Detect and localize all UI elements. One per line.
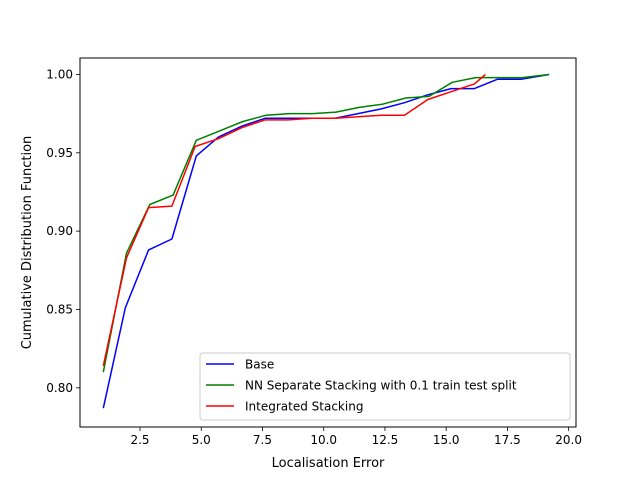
- x-tick-label: 7.5: [253, 433, 272, 447]
- legend-label-0: Base: [245, 358, 274, 372]
- x-tick-label: 10.0: [310, 433, 337, 447]
- y-tick-label: 0.80: [46, 381, 73, 395]
- y-tick-label: 0.95: [46, 146, 73, 160]
- x-tick-label: 2.5: [130, 433, 149, 447]
- legend-box: [199, 352, 571, 421]
- legend-label-2: Integrated Stacking: [245, 400, 363, 414]
- series-line-1: [102, 73, 550, 373]
- y-tick-label: 0.90: [46, 224, 73, 238]
- series-line-2: [102, 73, 486, 367]
- x-axis-label: Localisation Error: [272, 456, 385, 471]
- x-tick-label: 12.5: [372, 433, 399, 447]
- x-tick-label: 17.5: [494, 433, 521, 447]
- y-tick-label: 1.00: [46, 67, 73, 81]
- series-layer: [102, 73, 550, 409]
- ticks-layer: 2.5 5.0 7.5 10.0 12.5 15.0 17.5 20.0 0.80 0.85 0.9…: [46, 67, 582, 447]
- legend-label-1: NN Separate Stacking with 0.1 train test…: [245, 379, 517, 393]
- y-axis-label: Cumulative Distribution Function: [20, 136, 35, 350]
- x-tick-label: 15.0: [433, 433, 460, 447]
- x-tick-label: 5.0: [192, 433, 211, 447]
- plot-frame: [79, 57, 577, 428]
- legend: Base NN Separate Stacking with 0.1 train …: [199, 352, 571, 421]
- x-tick-label: 20.0: [555, 433, 582, 447]
- y-tick-label: 0.85: [46, 302, 73, 316]
